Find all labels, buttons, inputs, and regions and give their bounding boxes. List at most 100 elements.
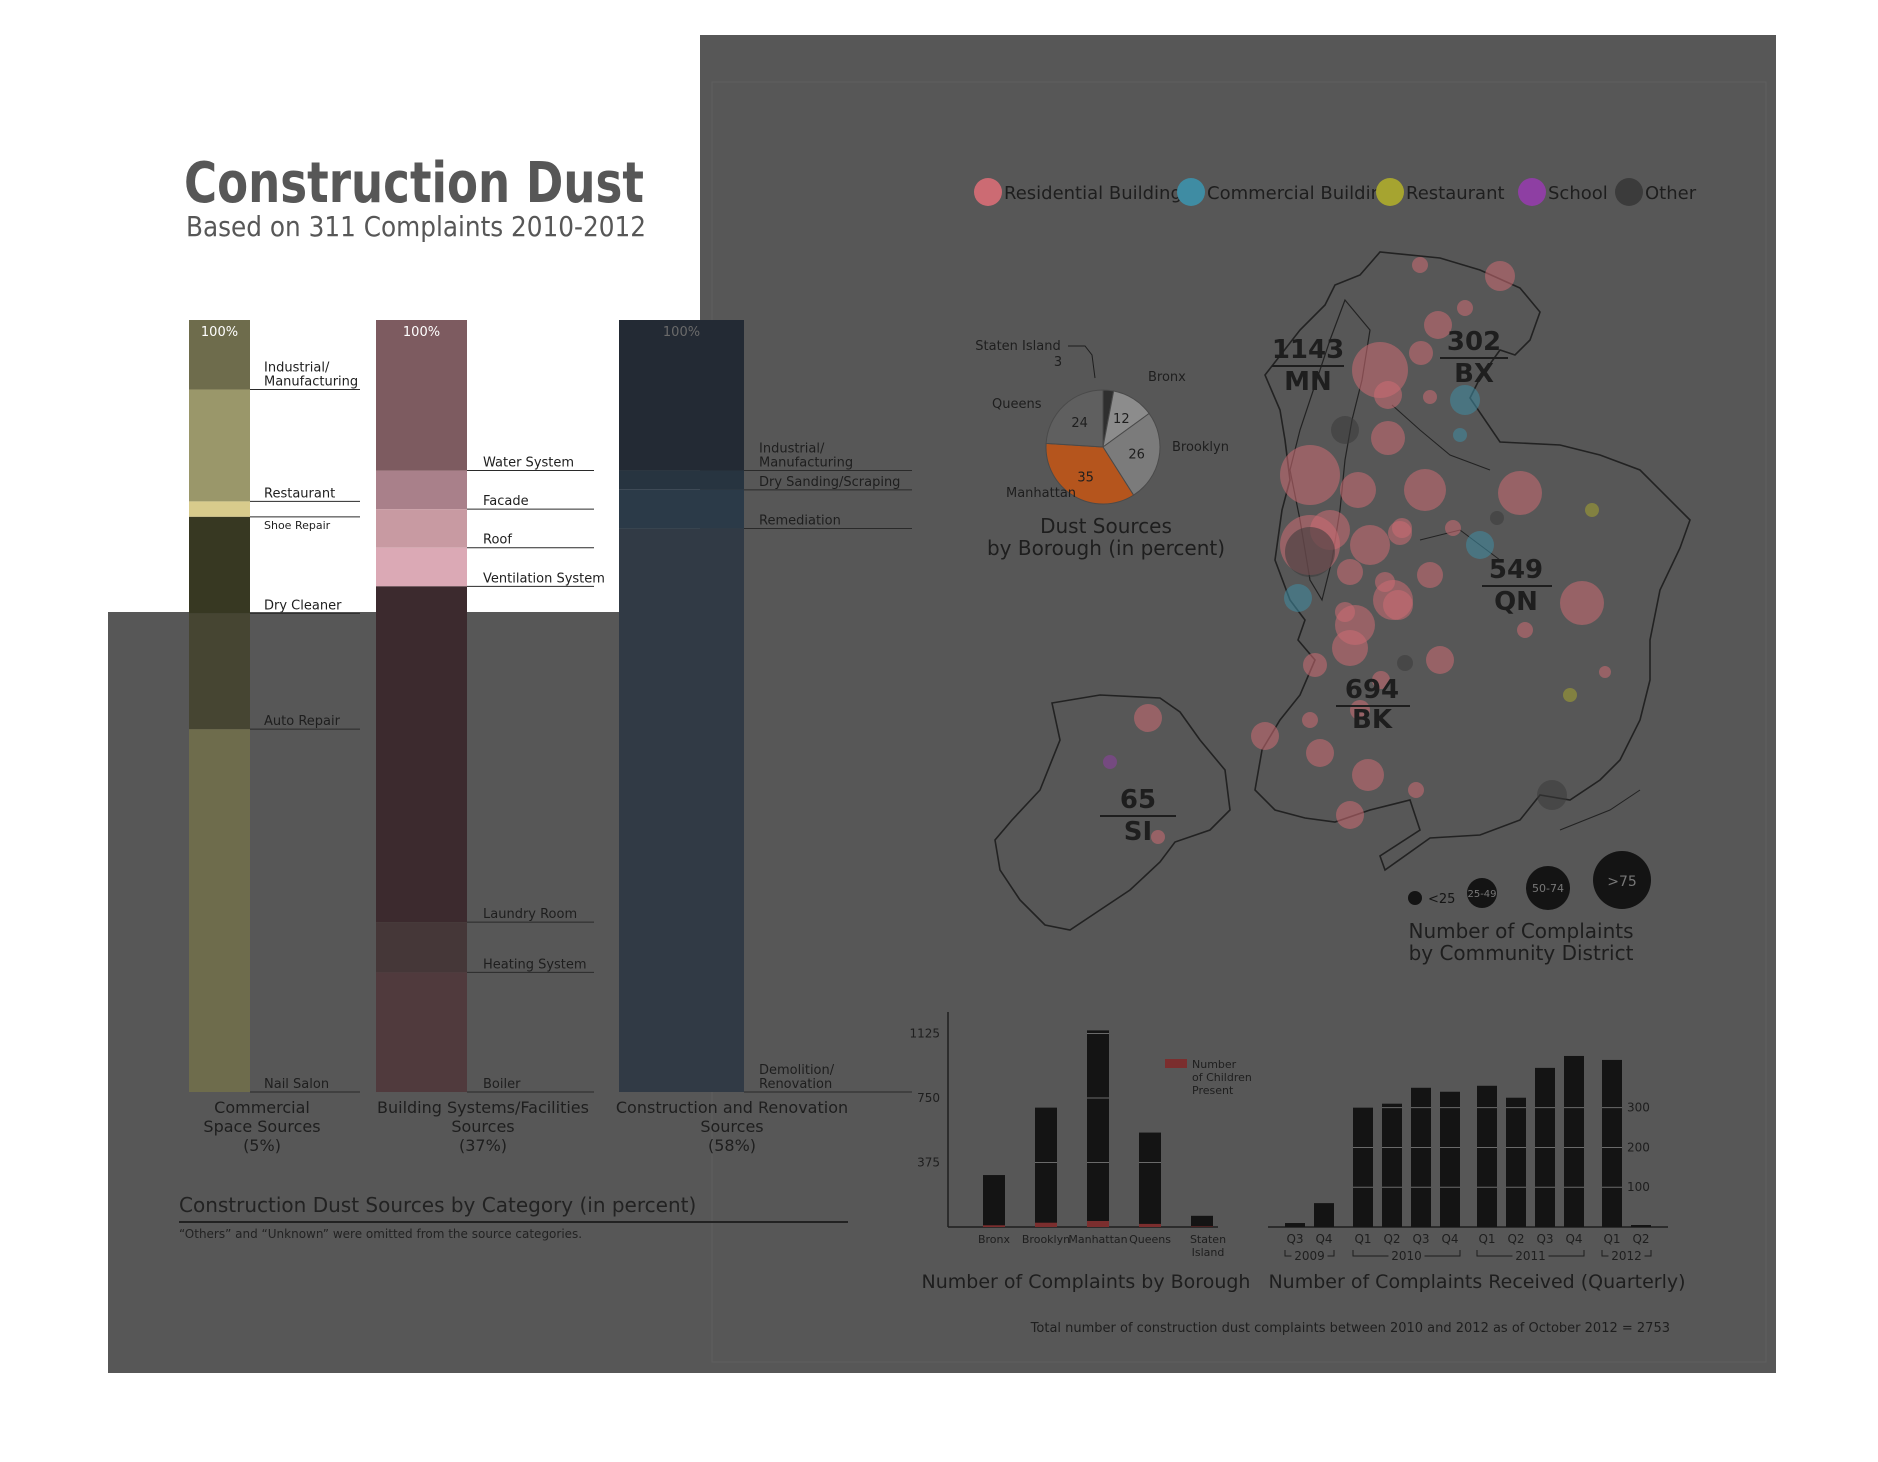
borough-total-bx: 302 [1447, 327, 1501, 357]
x-tick-label: Q2 [1632, 1232, 1649, 1246]
legend-swatch [1615, 178, 1643, 206]
map-complaint-circle [1285, 527, 1335, 577]
map-complaint-circle [1412, 257, 1428, 273]
category-column-label: (37%) [459, 1136, 507, 1155]
pie-label: Brooklyn [1172, 440, 1229, 455]
map-complaint-circle [1303, 653, 1327, 677]
map-complaint-circle [1371, 421, 1405, 455]
x-tick-label: Q3 [1412, 1232, 1429, 1246]
map-caption-line2: by Community District [1409, 941, 1634, 965]
quarter-bar [1564, 1055, 1584, 1227]
map-complaint-circle [1337, 559, 1363, 585]
quarterly-chart-title: Number of Complaints Received (Quarterly… [1268, 1271, 1685, 1293]
category-segment [619, 528, 744, 1092]
map-complaint-circle [1352, 759, 1384, 791]
dark-overlay-panel [700, 35, 1776, 1373]
size-legend-dot-4 [1593, 851, 1651, 909]
category-column-label: Commercial [214, 1098, 310, 1117]
category-segment-label: Dry Cleaner [264, 598, 342, 613]
map-complaint-circle [1450, 385, 1480, 415]
borough-bar [983, 1175, 1005, 1227]
map-complaint-circle [1302, 712, 1318, 728]
category-column-label: Sources [451, 1117, 514, 1136]
x-tick-label: Q2 [1383, 1232, 1400, 1246]
x-tick-label: Q2 [1507, 1232, 1524, 1246]
pie-label: Manhattan [1006, 486, 1076, 501]
legend-swatch [1518, 178, 1546, 206]
category-segment-label: Water System [483, 456, 574, 471]
borough-abbr-bx: BX [1454, 359, 1494, 389]
borough-total-mn: 1143 [1272, 335, 1344, 365]
size-legend-dot-2 [1467, 878, 1497, 908]
x-tick-label: Island [1192, 1246, 1225, 1259]
x-tick-label: Q4 [1565, 1232, 1582, 1246]
pie-slice-value: 26 [1128, 447, 1145, 462]
quarter-bar [1411, 1087, 1431, 1227]
category-segment-label: Industrial/ [264, 360, 330, 375]
x-tick-label: Q1 [1478, 1232, 1495, 1246]
category-segment [189, 501, 250, 517]
page-subtitle: Based on 311 Complaints 2010-2012 [186, 210, 646, 243]
category-column-percent: 100% [201, 325, 238, 340]
borough-abbr-mn: MN [1284, 367, 1332, 397]
quarter-bar [1285, 1223, 1305, 1227]
map-complaint-circle [1560, 581, 1604, 625]
pie-slice [1045, 389, 1104, 448]
year-bracket [1601, 1250, 1652, 1257]
map-complaint-circle [1340, 472, 1376, 508]
legend-swatch [1177, 178, 1205, 206]
map-complaint-circle [1423, 390, 1437, 404]
quarterly-bar-chart: 100 200 300 Q3 Q4 Q1 Q2 Q3 Q4 Q1 Q2 Q3 Q4 Q1 Q2 2009 201… [1268, 1055, 1686, 1293]
category-chart-title: Construction Dust Sources by Category (i… [179, 1193, 696, 1217]
map-outline-staten-island [994, 694, 1231, 931]
category-segment [619, 470, 744, 490]
map-complaint-circle [1517, 622, 1533, 638]
size-legend: <25 25-49 50-74 >75 [1408, 851, 1651, 910]
category-column-label: Construction and Renovation [616, 1098, 848, 1117]
page-title: Construction Dust [184, 151, 644, 216]
category-chart-note: “Others” and “Unknown” were omitted from… [179, 1227, 582, 1241]
category-segment-label: Manufacturing [264, 374, 358, 389]
y-tick-label: 375 [917, 1156, 940, 1170]
x-tick-label: Bronx [978, 1233, 1011, 1246]
children-legend-label: of Children [1192, 1071, 1252, 1084]
map-complaint-circle [1445, 520, 1461, 536]
size-legend-dot-1 [1408, 891, 1422, 905]
category-segment-label: Renovation [759, 1077, 832, 1092]
category-column-label: (58%) [708, 1136, 756, 1155]
legend-label: Residential Building [1004, 183, 1182, 204]
category-segment [619, 320, 744, 471]
map-legend: Residential Building Commercial Building R… [974, 178, 1697, 206]
category-segment-label: Heating System [483, 957, 587, 972]
map-complaint-circle [1284, 584, 1312, 612]
x-tick-label: Queens [1129, 1233, 1171, 1246]
x-tick-label: Manhattan [1068, 1233, 1127, 1246]
children-bar [1035, 1222, 1057, 1227]
pie-label: Bronx [1148, 370, 1186, 385]
x-tick-label: Q3 [1536, 1232, 1553, 1246]
borough-bar [1139, 1132, 1161, 1227]
map-caption-line1: Number of Complaints [1408, 919, 1633, 943]
map-complaint-circle [1408, 782, 1424, 798]
pie-slice [1045, 442, 1135, 505]
category-segment-label: Demolition/ [759, 1063, 835, 1078]
category-segment-label: Ventilation System [483, 571, 605, 586]
year-bracket [1352, 1250, 1461, 1257]
children-legend-label: Number [1192, 1058, 1237, 1071]
borough-abbr-qn: QN [1494, 587, 1538, 617]
category-segment [189, 729, 250, 1092]
children-legend-label: Present [1192, 1084, 1234, 1097]
size-legend-label-4: >75 [1607, 874, 1637, 890]
y-tick-label: 750 [917, 1091, 940, 1105]
map-outline-manhattan [1289, 298, 1371, 602]
pie-label: Queens [992, 397, 1042, 412]
x-tick-label: Q3 [1286, 1232, 1303, 1246]
x-tick-label: Brooklyn [1022, 1233, 1070, 1246]
map-complaint-circle [1331, 416, 1359, 444]
quarter-bar [1602, 1059, 1622, 1227]
category-columns: Industrial/Manufacturing Restaurant Shoe R… [189, 320, 912, 1155]
pie-title: by Borough (in percent) [987, 536, 1225, 560]
map-complaint-circle [1426, 646, 1454, 674]
